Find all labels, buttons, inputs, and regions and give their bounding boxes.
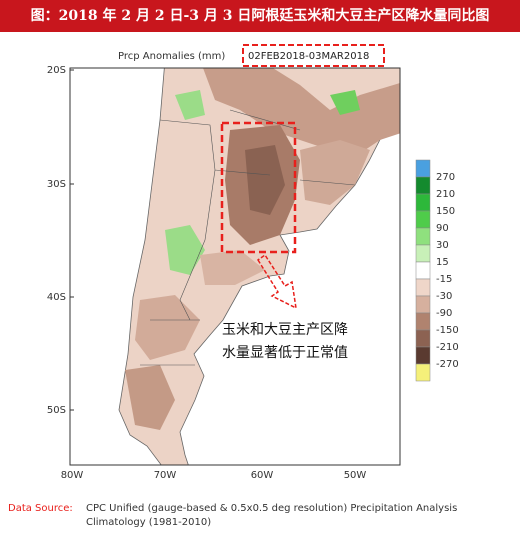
lon-label: 80W	[61, 470, 84, 481]
anomaly-wet	[175, 90, 205, 120]
colorbar-label: 150	[436, 206, 455, 217]
colorbar-label: -90	[436, 308, 452, 319]
colorbar-label: -15	[436, 274, 452, 285]
colorbar-box	[415, 312, 431, 331]
annotation-line: 玉米和大豆主产区降	[222, 322, 348, 338]
anomaly-dry	[200, 250, 265, 285]
colorbar-box	[415, 363, 431, 382]
colorbar-box	[415, 278, 431, 297]
arrow	[256, 253, 297, 310]
map-area	[70, 68, 400, 465]
lon-label: 70W	[154, 470, 177, 481]
region-box	[220, 121, 297, 254]
anomaly-wet	[165, 225, 205, 275]
colorbar-box	[415, 295, 431, 314]
colorbar-box	[415, 244, 431, 263]
colorbar-box	[415, 227, 431, 246]
colorbar-label: 270	[436, 172, 455, 183]
map-frame	[69, 67, 401, 466]
colorbar-box	[415, 210, 431, 229]
map-title: Prcp Anomalies (mm)	[118, 51, 225, 62]
colorbar-box	[415, 159, 431, 178]
colorbar-label: -210	[436, 342, 459, 353]
source-text: CPC Unified (gauge-based & 0.5x0.5 deg r…	[86, 503, 457, 514]
anomaly-very-dry	[245, 145, 285, 215]
colorbar-box	[415, 346, 431, 365]
source-climatology: Climatology (1981-2010)	[86, 517, 211, 528]
lon-label: 60W	[251, 470, 274, 481]
source-label: Data Source:	[8, 503, 73, 514]
lat-label: 50S	[47, 405, 66, 416]
colorbar-box	[415, 261, 431, 280]
colorbar-box	[415, 176, 431, 195]
colorbar-label: -150	[436, 325, 459, 336]
anomaly-dry	[125, 365, 175, 430]
lat-label: 20S	[47, 65, 66, 76]
map-period: 02FEB2018-03MAR2018	[248, 51, 369, 62]
colorbar-label: 210	[436, 189, 455, 200]
colorbar-box	[415, 329, 431, 348]
anomaly-wet	[330, 90, 360, 115]
colorbar-label: -270	[436, 359, 459, 370]
colorbar-label: -30	[436, 291, 452, 302]
lon-label: 50W	[344, 470, 367, 481]
colorbar-box	[415, 193, 431, 212]
colorbar-label: 15	[436, 257, 449, 268]
anomaly-dry	[135, 295, 200, 360]
anomaly-dry	[203, 68, 400, 160]
lat-label: 40S	[47, 292, 66, 303]
anomaly-dry	[300, 140, 370, 205]
colorbar-label: 90	[436, 223, 449, 234]
annotation-line: 水量显著低于正常值	[222, 345, 348, 361]
header-title: 图：2018 年 2 月 2 日-3 月 3 日阿根廷玉米和大豆主产区降水量同比…	[0, 0, 520, 32]
colorbar-label: 30	[436, 240, 449, 251]
lat-label: 30S	[47, 179, 66, 190]
borders	[140, 109, 356, 366]
